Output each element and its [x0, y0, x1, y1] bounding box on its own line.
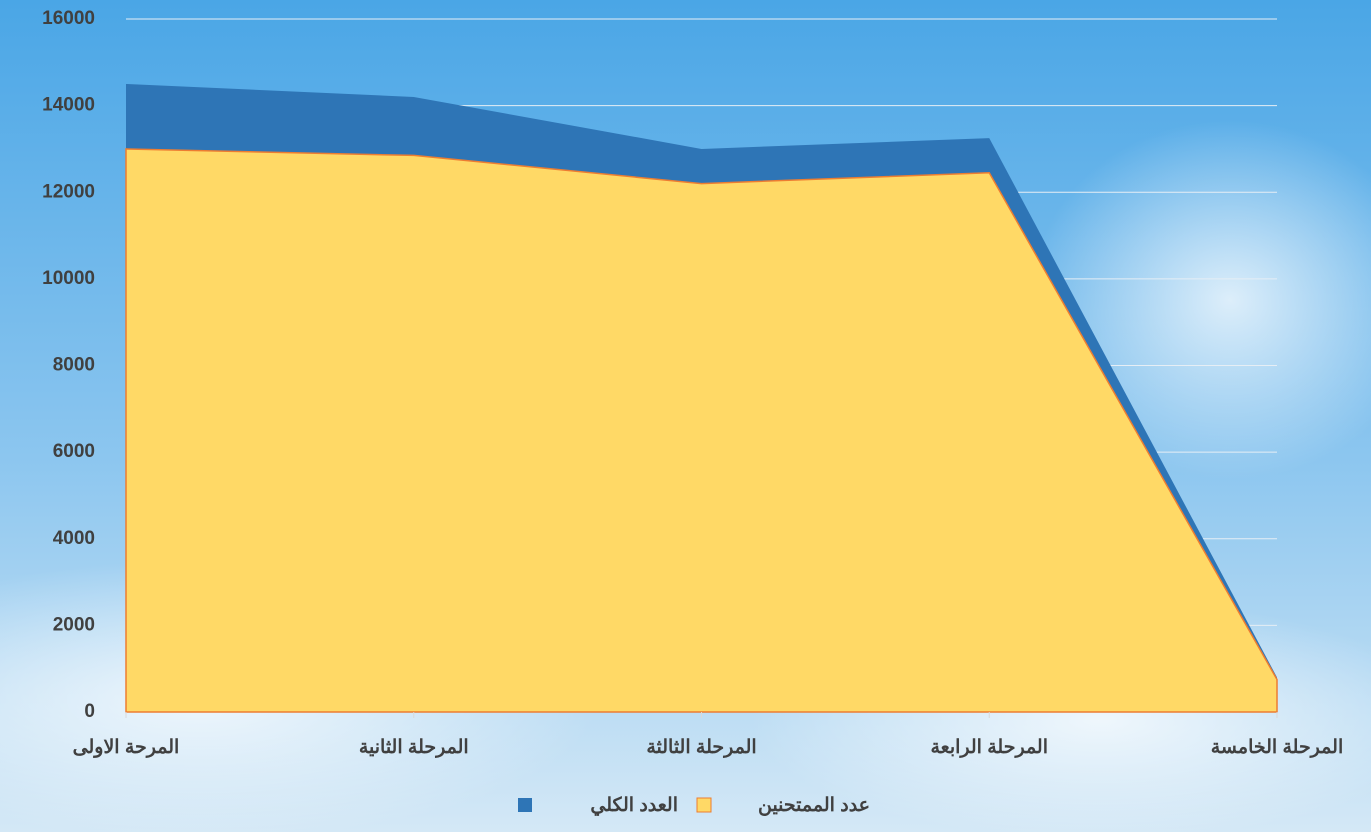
y-tick-label: 8000	[53, 355, 95, 376]
legend-swatch	[696, 797, 712, 813]
x-tick-label: المرحلة الرابعة	[930, 737, 1048, 758]
x-tick-label: المرحة الاولى	[73, 737, 180, 758]
legend-swatch	[518, 798, 532, 812]
y-tick-label: 10000	[42, 268, 95, 289]
legend-label: عدد الممتحنين	[758, 795, 870, 816]
area	[125, 148, 1278, 713]
y-tick-label: 0	[84, 701, 95, 722]
y-tick-label: 14000	[42, 95, 95, 116]
y-tick-label: 2000	[53, 614, 95, 635]
legend-label: العدد الكلي	[590, 795, 678, 817]
x-tick-label: المرحلة الخامسة	[1211, 737, 1343, 758]
y-tick-label: 16000	[42, 8, 95, 29]
y-tick-label: 4000	[53, 528, 95, 549]
x-tick-label: المرحلة الثانية	[359, 737, 469, 758]
y-tick-label: 6000	[53, 441, 95, 462]
y-tick-label: 12000	[42, 181, 95, 202]
x-tick-label: المرحلة الثالثة	[646, 737, 756, 758]
